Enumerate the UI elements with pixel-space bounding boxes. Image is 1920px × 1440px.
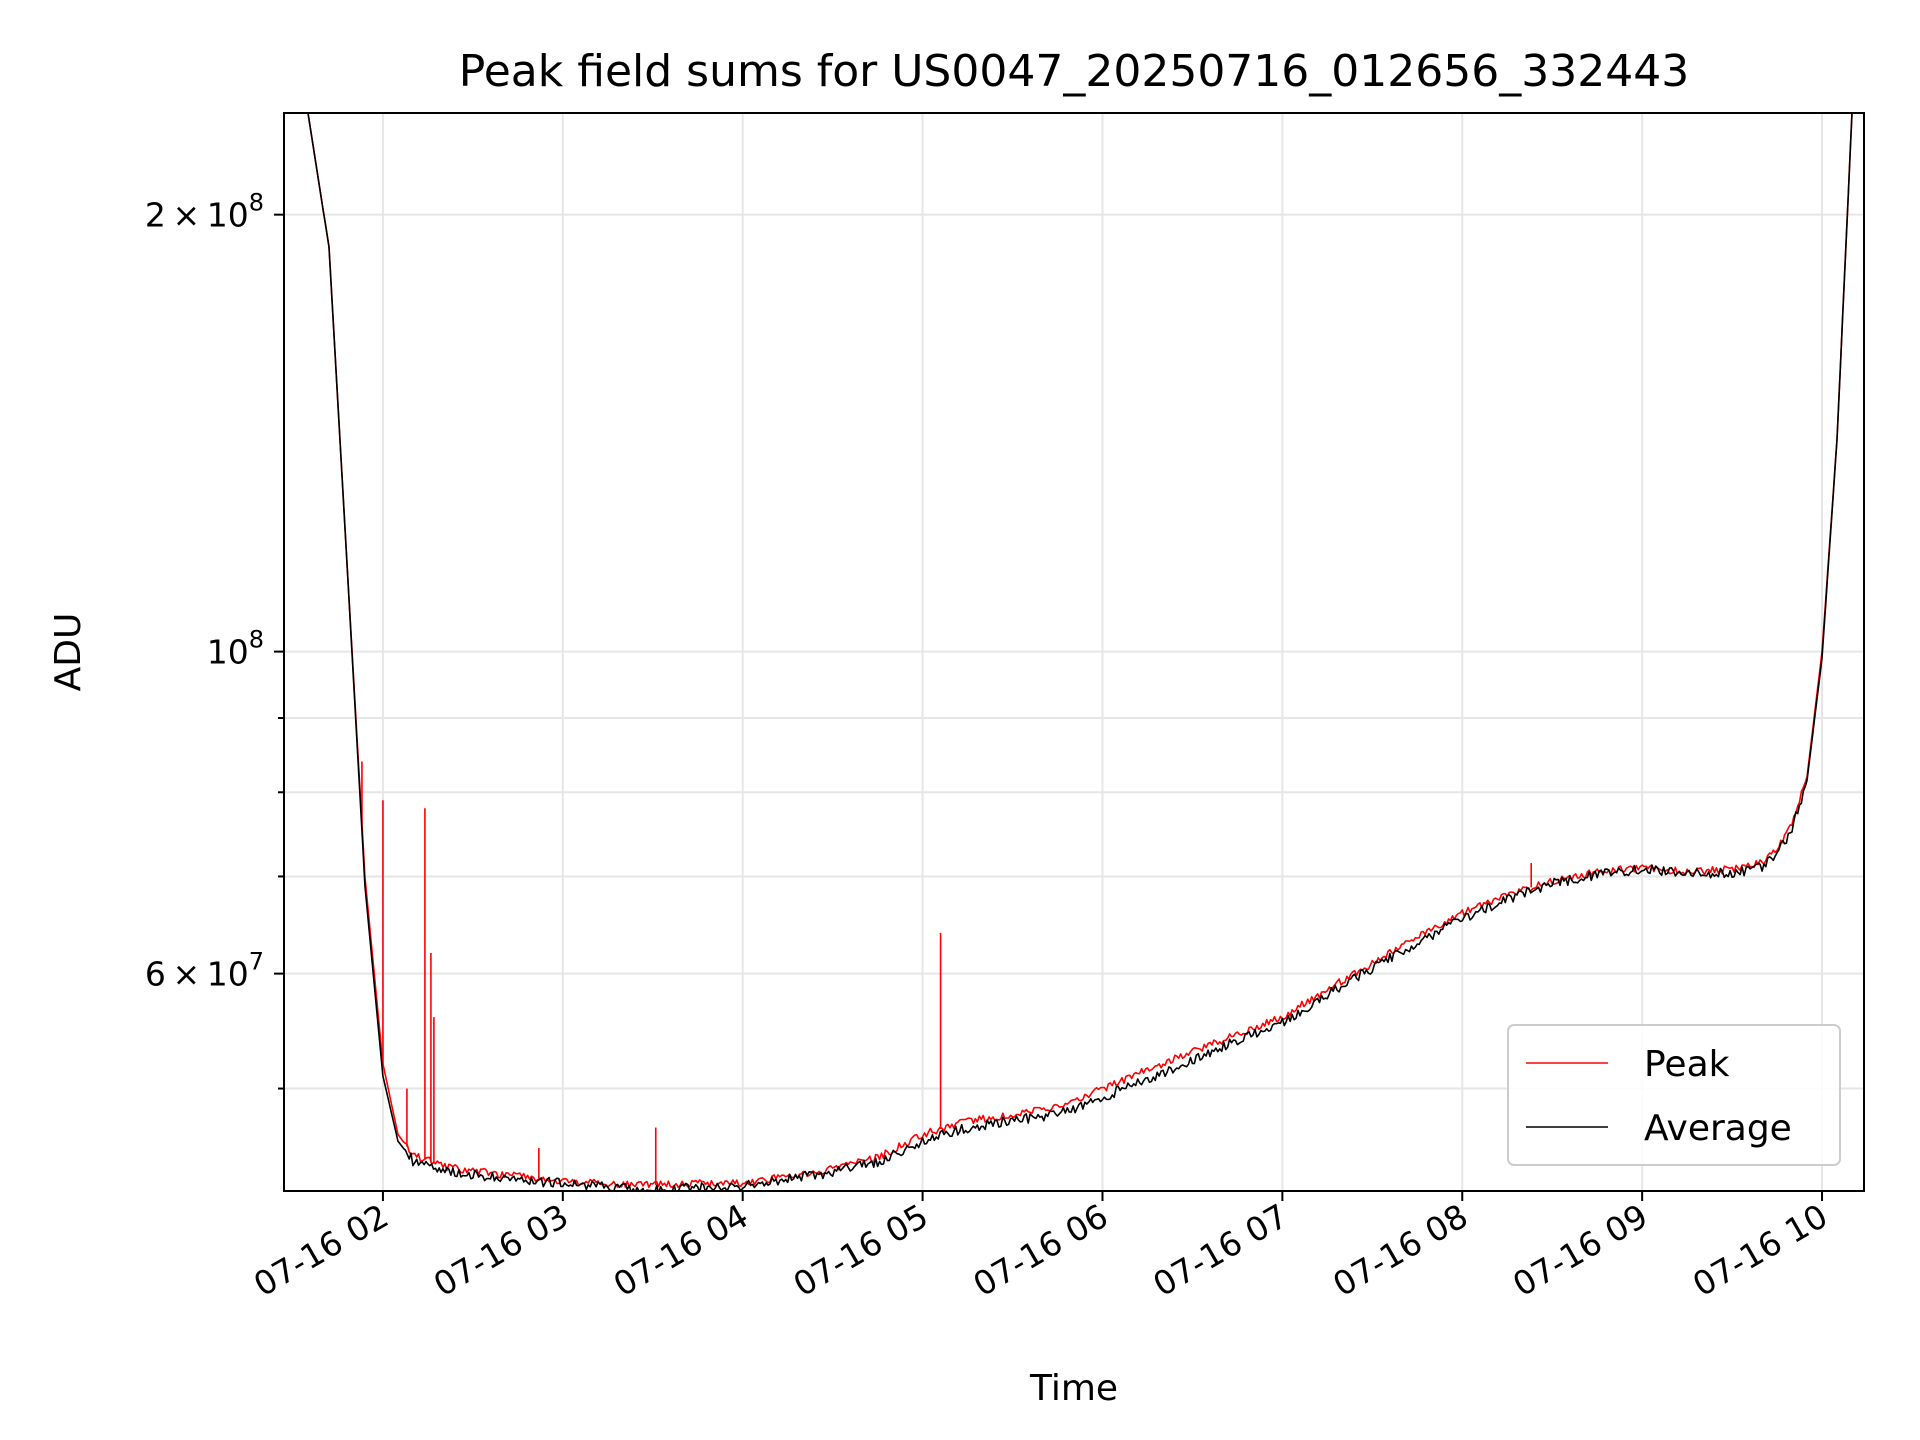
series-line-average (284, 113, 1864, 1191)
x-tick-label: 07-16 08 (1326, 1196, 1474, 1304)
y-tick-label: 108 (207, 626, 264, 672)
plot-area (284, 113, 1864, 1191)
legend-label-peak: Peak (1644, 1044, 1730, 1085)
x-tick-label: 07-16 03 (427, 1196, 575, 1304)
legend-box (1507, 1024, 1841, 1166)
x-axis-ticks: 07-16 02 07-16 03 07-16 04 07-16 05 07-16 06… (247, 1191, 1834, 1304)
y-axis-label: ADU (48, 613, 89, 692)
x-tick-label: 07-16 06 (966, 1196, 1114, 1304)
x-tick-label: 07-16 04 (607, 1196, 755, 1304)
y-tick-label: 6 × 107 (145, 948, 264, 994)
y-tick-label: 2 × 108 (145, 189, 264, 235)
x-tick-label: 07-16 09 (1506, 1196, 1654, 1304)
x-axis-label: Time (1029, 1368, 1118, 1409)
x-tick-label: 07-16 02 (247, 1196, 395, 1304)
x-tick-label: 07-16 05 (787, 1196, 935, 1304)
x-tick-label: 07-16 10 (1686, 1196, 1834, 1304)
legend-label-average: Average (1644, 1108, 1792, 1149)
legend: Peak Average (1507, 1024, 1841, 1166)
chart-title: Peak field sums for US0047_20250716_0126… (459, 46, 1689, 97)
y-axis-ticks: 2 × 108 108 6 × 107 (145, 189, 284, 1090)
x-tick-label: 07-16 07 (1146, 1196, 1294, 1304)
